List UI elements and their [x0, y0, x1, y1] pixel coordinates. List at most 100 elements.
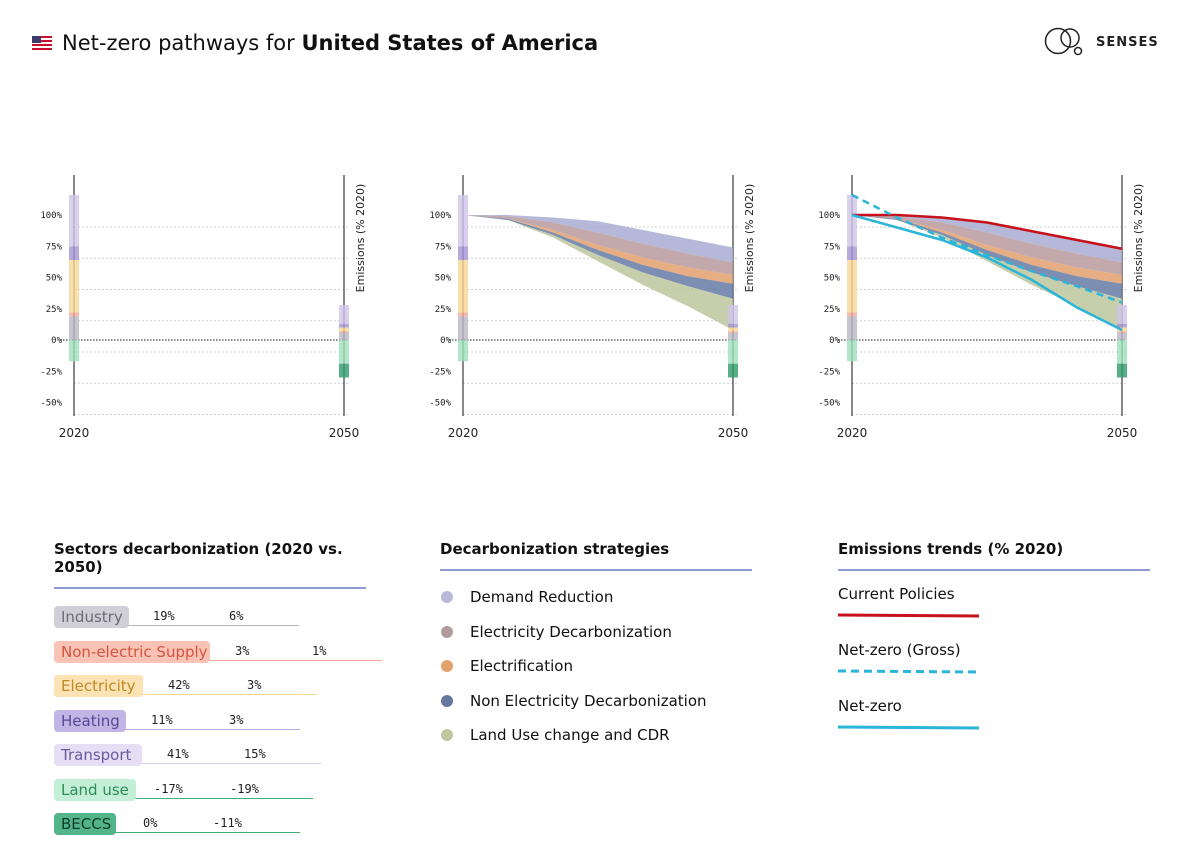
bar-non-electric-supply-2050	[339, 331, 349, 333]
sector-chip: Heating	[54, 709, 126, 732]
senses-logo[interactable]: SENSES	[1044, 26, 1159, 58]
bar-land-use-2020	[847, 340, 857, 362]
bar-land-use-2020	[458, 340, 468, 362]
line-net-zero	[851, 213, 1123, 332]
band-non-electricity-decarbonization	[463, 215, 733, 299]
y-tick-label: -50%	[818, 399, 840, 409]
sector-bars-chart: 100% 75% 50% 25% 0% -25% -50% 2020 2050 Emissions…	[40, 175, 367, 440]
y-tick-label: -50%	[40, 399, 62, 409]
y-tick-label: 25%	[46, 305, 63, 315]
y-tick-label: 0%	[51, 336, 62, 346]
us-flag-icon	[32, 36, 52, 50]
bar-non-electric-supply-2050	[1117, 331, 1127, 333]
bar-beccs-2050	[339, 363, 349, 378]
bar-land-use-2050	[339, 340, 349, 364]
sector-value-2050: 1%	[312, 643, 327, 658]
legend-line-stroke	[838, 613, 980, 618]
sector-value-2020: 19%	[153, 609, 175, 623]
sector-underline	[112, 832, 300, 833]
strategy-legend-item: Electrification	[440, 649, 752, 684]
bar-beccs-2050	[728, 363, 738, 378]
sectors-panel: Sectors decarbonization (2020 vs. 2050) …	[54, 540, 382, 845]
bar-transport-2050	[1117, 305, 1127, 324]
legend-line	[838, 725, 980, 730]
legend-label: Net-zero	[838, 697, 902, 715]
y-tick-label: 100%	[429, 211, 451, 221]
x-tick-2050: 2050	[1107, 426, 1138, 440]
sector-value-2050: -11%	[213, 816, 242, 830]
legend-swatch	[441, 694, 453, 707]
legend-label: Current Policies	[838, 585, 955, 603]
y-tick-label: 25%	[435, 305, 452, 315]
senses-logo-icon	[1044, 27, 1083, 56]
sector-underline	[132, 797, 313, 799]
bar-heating-2020	[69, 246, 79, 260]
strategies-area-chart: 100% 75% 50% 25% 0% -25% -50% 2020 2050 Emissions…	[429, 175, 756, 440]
strategy-legend-item: Electricity Decarbonization	[440, 615, 752, 650]
bar-industry-2020	[847, 316, 857, 340]
sectors-panel-title: Sectors decarbonization (2020 vs. 2050)	[54, 540, 366, 589]
sector-row: Land use -17% -19%	[54, 776, 366, 811]
y-tick-label: 75%	[46, 242, 63, 252]
sector-value-2020: 41%	[167, 747, 189, 761]
sector-underline	[206, 659, 382, 661]
bar-industry-2020	[69, 316, 79, 340]
y-tick-label: 0%	[829, 336, 840, 346]
legend-label: Non Electricity Decarbonization	[470, 691, 707, 710]
x-tick-2050: 2050	[718, 426, 749, 440]
bar-industry-2020	[458, 316, 468, 340]
sector-value-2020: 11%	[151, 712, 173, 727]
x-tick-2020: 2020	[59, 426, 90, 440]
sector-chip: Land use	[54, 778, 136, 801]
sector-row: BECCS 0% -11%	[54, 810, 366, 845]
bar-electricity-2020	[458, 260, 468, 313]
sector-chip: Electricity	[54, 675, 143, 697]
sector-value-2050: 15%	[244, 747, 266, 761]
trends-legend: Current Policies Net-zero (Gross) Net-zero	[838, 573, 1150, 741]
bar-land-use-2050	[1117, 340, 1127, 364]
sector-value-2050: 3%	[247, 678, 262, 692]
strategy-legend-item: Land Use change and CDR	[440, 718, 752, 753]
x-tick-2020: 2020	[837, 426, 868, 440]
sector-underline	[139, 694, 317, 695]
bar-beccs-2050	[1117, 363, 1127, 378]
sector-row: Industry 19% 6%	[54, 603, 366, 638]
sector-chip: Industry	[54, 606, 129, 628]
bar-non-electric-supply-2050	[728, 331, 738, 333]
legend-line-stroke	[838, 725, 980, 730]
sector-value-2020: -17%	[154, 781, 183, 796]
legend-swatch	[441, 729, 453, 742]
sectors-list: Industry 19% 6% Non-electric Supply 3% 1% Elec…	[54, 603, 382, 845]
bar-transport-2020	[847, 195, 857, 247]
sector-underline	[138, 763, 321, 764]
bar-industry-2050	[339, 332, 349, 340]
bar-electricity-2050	[728, 327, 738, 332]
emissions-trends-chart: 100% 75% 50% 25% 0% -25% -50% 2020 2050 Emissions…	[818, 175, 1145, 440]
page-header: Net-zero pathways for United States of A…	[32, 28, 598, 58]
bar-heating-2020	[458, 246, 468, 260]
sector-chip: Transport	[54, 744, 142, 766]
strategies-panel: Decarbonization strategies Demand Reduct…	[440, 540, 752, 753]
strategies-legend: Demand Reduction Electricity Decarbonizat…	[440, 580, 752, 753]
sector-value-2020: 42%	[168, 678, 190, 692]
y-axis-label: Emissions (% 2020)	[354, 184, 367, 293]
legend-label: Demand Reduction	[470, 588, 614, 607]
legend-label: Electricity Decarbonization	[470, 622, 672, 641]
x-tick-2050: 2050	[329, 426, 360, 440]
sector-value-2020: 0%	[143, 816, 158, 830]
y-tick-label: 50%	[824, 274, 841, 284]
band-electrification	[852, 215, 1122, 284]
strategy-legend-item: Demand Reduction	[440, 580, 752, 615]
sector-underline	[122, 728, 300, 730]
logo-text: SENSES	[1096, 34, 1159, 50]
bar-heating-2050	[728, 323, 738, 328]
bar-industry-2050	[728, 332, 738, 340]
bar-heating-2050	[1117, 323, 1127, 328]
y-tick-label: 50%	[46, 274, 63, 284]
bar-industry-2050	[1117, 332, 1127, 340]
bar-electricity-2050	[339, 327, 349, 332]
y-tick-label: -50%	[429, 399, 451, 409]
y-tick-label: 0%	[440, 336, 451, 346]
sector-chip: BECCS	[54, 813, 116, 835]
title-country: United States of America	[301, 31, 599, 55]
